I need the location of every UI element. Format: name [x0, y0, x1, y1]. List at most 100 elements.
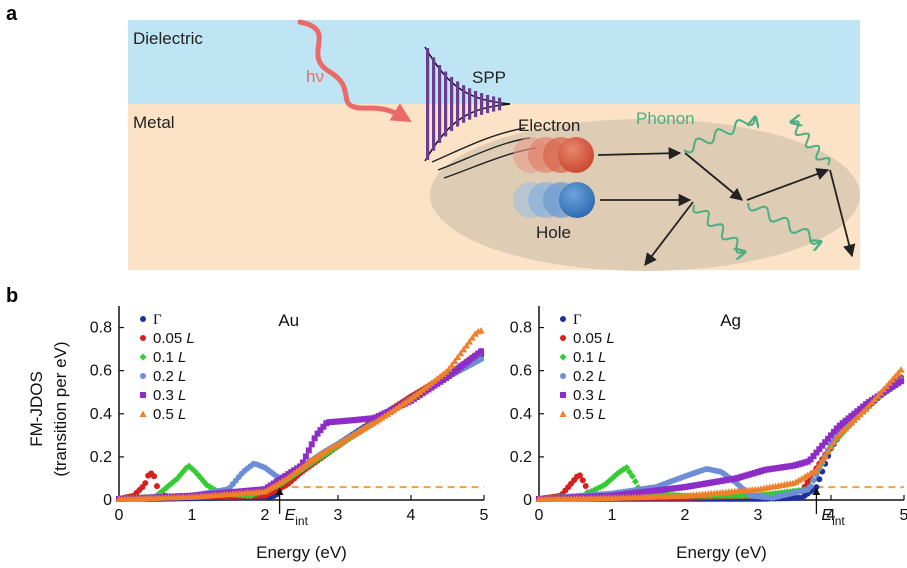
data-point: [366, 421, 374, 428]
x-tick-label: 4: [827, 507, 836, 524]
spp-bar: [456, 81, 460, 127]
data-point: [628, 472, 636, 480]
scattering-arrows: [597, 146, 856, 267]
x-tick-label: 5: [480, 507, 489, 524]
data-point: [898, 378, 905, 385]
data-point: [352, 430, 360, 437]
data-point: [322, 447, 330, 454]
data-point: [328, 443, 336, 451]
data-point: [340, 437, 348, 444]
data-point: [302, 460, 310, 468]
hot-carrier-region: [430, 119, 860, 271]
data-point: [626, 468, 634, 476]
chart-ag: 0 1 2 3 4 5 0 0.2 0.4 0.6 0.8 Energy (eV) Ag Γ 0.05 L 0…: [510, 306, 907, 562]
spp-bars-icon: [426, 48, 502, 160]
spp-bar: [492, 96, 496, 112]
data-point: [816, 446, 823, 453]
data-point: [346, 433, 354, 441]
spp-bar: [480, 93, 484, 115]
data-point: [888, 375, 896, 383]
x-tick-label: 5: [900, 507, 907, 524]
data-point: [369, 419, 377, 427]
data-point: [395, 402, 403, 410]
spp-bar: [468, 88, 472, 120]
data-point: [809, 468, 817, 475]
dielectric-label: Dielectric: [133, 29, 203, 48]
data-point: [384, 410, 392, 417]
y-tick-label: 0.4: [510, 406, 532, 423]
phonon-label: Phonon: [636, 109, 695, 128]
x-tick-label: 3: [754, 507, 763, 524]
x-tick-label: 0: [115, 507, 124, 524]
data-point: [308, 441, 315, 448]
y-tick-label: 0.2: [510, 449, 532, 466]
legend-entry: 0.3 L: [153, 387, 186, 404]
data-point: [560, 335, 566, 341]
data-point: [372, 417, 380, 425]
panel-b-label: b: [6, 285, 18, 307]
data-point: [828, 432, 834, 439]
data-point: [279, 477, 287, 485]
spp-bar: [486, 94, 490, 114]
data-point: [813, 449, 820, 456]
data-point: [140, 373, 146, 379]
data-point: [392, 404, 400, 412]
data-point: [560, 316, 566, 322]
legend-entry: Γ: [153, 312, 162, 328]
data-point: [830, 438, 838, 446]
chart-title: Au: [278, 311, 299, 330]
data-point: [560, 392, 566, 398]
data-point: [807, 483, 814, 490]
data-point: [139, 353, 147, 361]
y-tick-label: 0.4: [90, 406, 112, 423]
photon-label: hν: [306, 67, 324, 86]
data-point: [821, 452, 829, 460]
data-point: [891, 372, 899, 380]
legend-entry: 0.1 L: [153, 349, 186, 366]
data-point: [810, 453, 817, 460]
data-point: [885, 379, 893, 386]
data-point: [311, 454, 319, 461]
data-point: [457, 349, 465, 357]
data-point: [816, 476, 823, 483]
data-point: [387, 408, 395, 415]
data-point: [807, 456, 814, 463]
data-point: [560, 373, 566, 379]
data-point: [273, 480, 281, 488]
data-point: [311, 435, 318, 442]
data-point: [478, 348, 485, 355]
data-point: [868, 398, 876, 406]
data-point: [305, 458, 313, 466]
data-point: [308, 456, 316, 464]
data-point: [576, 472, 583, 479]
y-tick-label: 0.2: [90, 449, 112, 466]
data-point: [454, 353, 462, 361]
data-point: [299, 459, 306, 466]
data-point: [153, 483, 160, 490]
data-point: [882, 382, 890, 390]
data-point: [140, 335, 146, 341]
data-point: [140, 316, 146, 322]
eint-label: Eint: [821, 507, 845, 528]
data-point: [264, 486, 272, 493]
legend-entry: 0.1 L: [573, 349, 606, 366]
data-point: [804, 471, 812, 478]
metal-label: Metal: [133, 113, 175, 132]
data-point: [261, 487, 269, 495]
x-axis-title: Energy (eV): [256, 543, 347, 562]
data-point: [812, 466, 820, 473]
data-point: [360, 424, 368, 432]
data-point: [465, 338, 473, 345]
data-point: [320, 423, 327, 430]
data-point: [284, 473, 292, 481]
data-point: [827, 443, 835, 450]
data-point: [314, 430, 321, 437]
data-point: [139, 410, 147, 417]
data-point: [401, 398, 409, 406]
data-point: [270, 482, 278, 490]
spp-bar: [426, 48, 430, 160]
data-point: [818, 457, 826, 464]
phonon-wave: [683, 118, 755, 154]
x-tick-label: 3: [334, 507, 343, 524]
